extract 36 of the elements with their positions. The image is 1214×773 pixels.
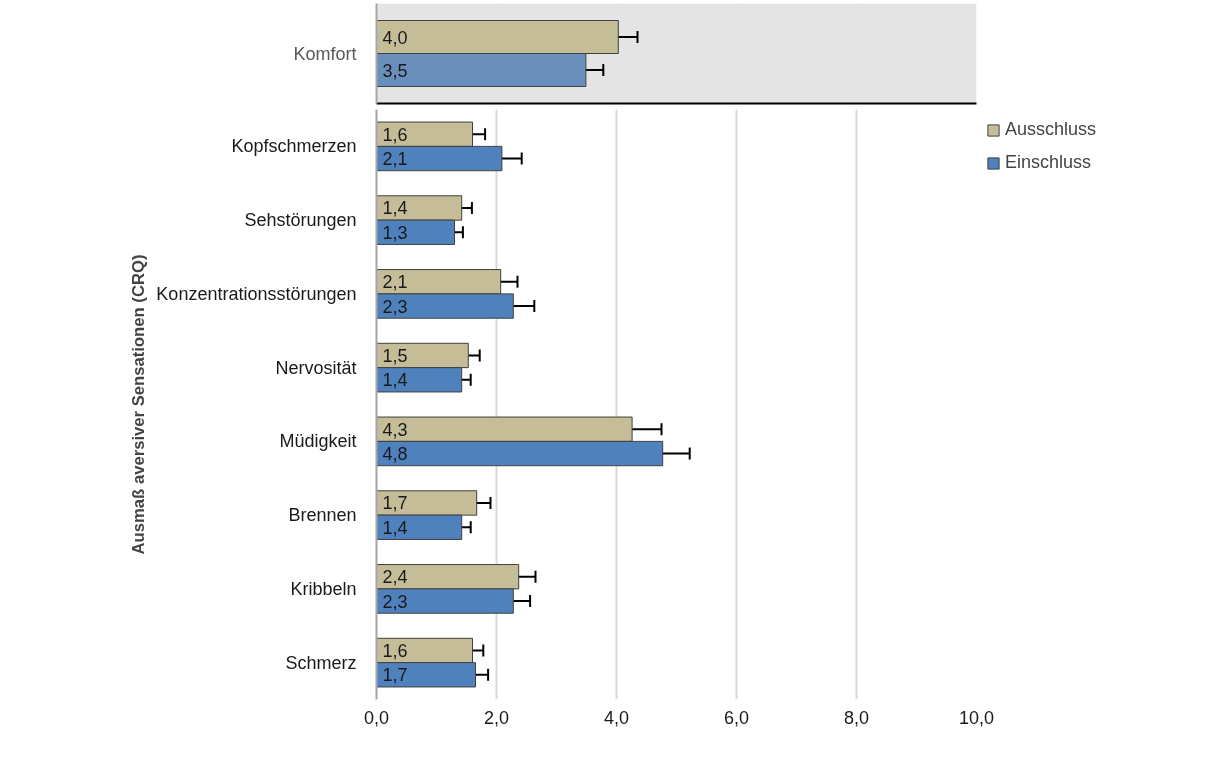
x-tick-label: 2,0	[483, 707, 510, 728]
y-tick-label: Schmerz	[285, 652, 357, 673]
x-tick-label: 6,0	[723, 707, 750, 728]
y-tick-label: Brennen	[288, 505, 357, 526]
data-label: 3,5	[382, 60, 408, 81]
data-label: 1,7	[382, 493, 408, 514]
y-tick-label: Kribbeln	[290, 578, 357, 599]
data-label: 1,6	[382, 124, 408, 145]
y-tick-label: Sehstörungen	[244, 210, 357, 231]
data-label: 1,5	[382, 345, 408, 366]
data-label: 1,7	[382, 665, 408, 686]
y-tick-label: Komfort	[293, 43, 357, 64]
x-tick-label: 10,0	[958, 707, 995, 728]
data-label: 2,3	[382, 591, 408, 612]
data-label: 1,4	[382, 198, 408, 219]
data-label: 2,1	[382, 149, 408, 170]
data-label: 2,1	[382, 272, 408, 293]
data-label: 1,3	[382, 222, 408, 243]
y-tick-label: Nervosität	[275, 357, 357, 378]
x-tick-label: 8,0	[843, 707, 870, 728]
data-label: 2,4	[382, 567, 408, 588]
data-label: 4,3	[382, 419, 408, 440]
data-label: 1,6	[382, 640, 408, 661]
data-label: 1,4	[382, 370, 408, 391]
y-axis-title: Ausmaß aversiver Sensationen (CRQ)	[129, 254, 149, 555]
legend-label: Einschluss	[1005, 152, 1092, 173]
y-tick-label: Kopfschmerzen	[231, 136, 357, 157]
legend-label: Ausschluss	[1005, 119, 1097, 140]
y-tick-label: Konzentrationsstörungen	[156, 283, 357, 304]
x-tick-label: 0,0	[363, 707, 390, 728]
data-label: 2,3	[382, 296, 408, 317]
y-tick-label: Müdigkeit	[279, 431, 357, 452]
data-label: 1,4	[382, 517, 408, 538]
x-tick-label: 4,0	[603, 707, 630, 728]
data-label: 4,8	[382, 444, 408, 465]
data-label: 4,0	[382, 27, 408, 48]
